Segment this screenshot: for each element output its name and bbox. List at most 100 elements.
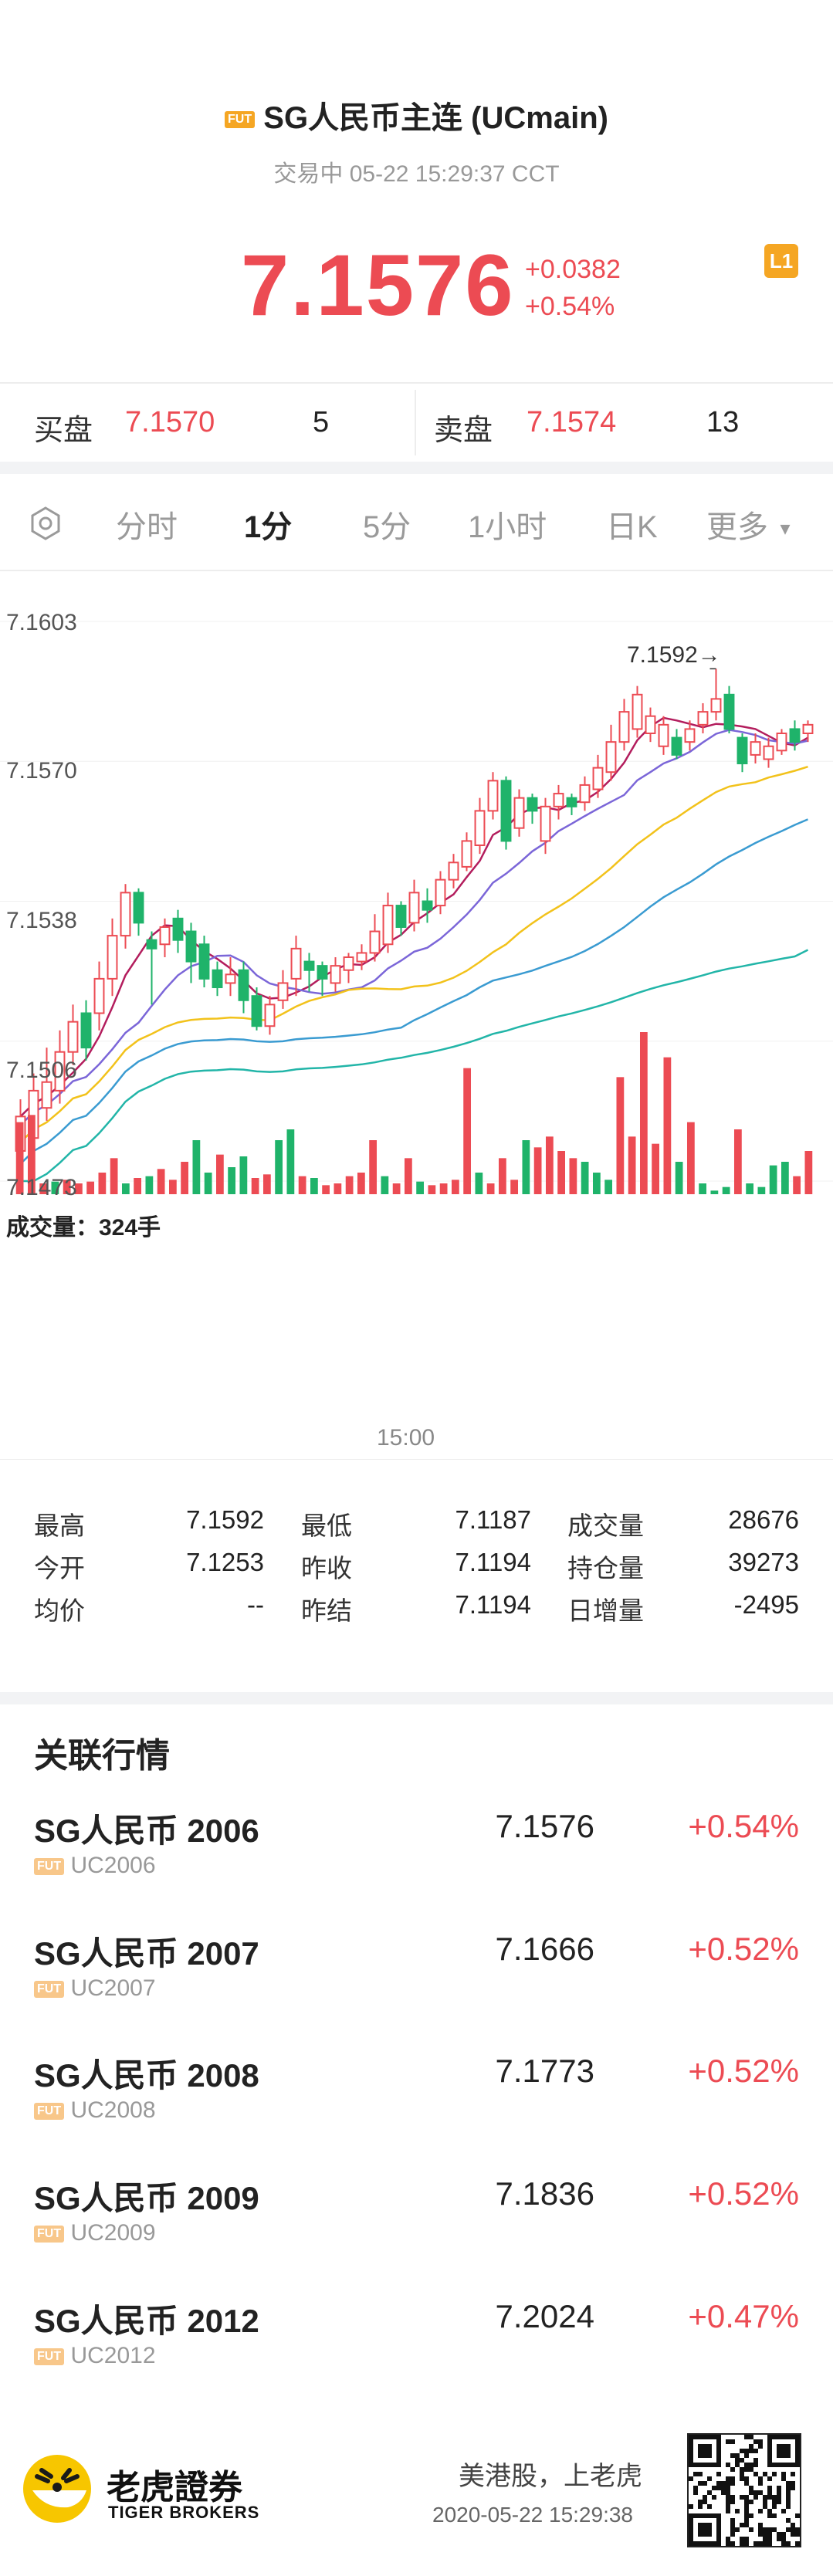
qr-module: [716, 2472, 721, 2476]
fut-badge: FUT: [34, 1858, 65, 1876]
time-axis-label: 15:00: [377, 1425, 435, 1450]
last-price: 7.1576: [241, 237, 515, 333]
candle-body: [592, 767, 604, 790]
candle-body: [697, 711, 709, 726]
tab-1hour[interactable]: 1小时: [468, 510, 547, 544]
volume-bar: [652, 1143, 660, 1194]
qr-module: [767, 2490, 772, 2495]
volume-bar: [781, 1162, 789, 1194]
tab-intraday[interactable]: 分时: [116, 510, 178, 544]
stat-low: 7.1187: [455, 1505, 531, 1534]
y-tick-0: 7.1603: [6, 610, 77, 635]
candle-body: [750, 741, 761, 756]
tab-more[interactable]: 更多 ▼: [706, 502, 794, 547]
qr-module: [753, 2490, 758, 2495]
qr-module: [744, 2504, 749, 2509]
high-marker-value: 7.1592: [627, 642, 698, 668]
candle-body: [474, 810, 486, 846]
qr-finder: [777, 2444, 791, 2458]
related-item[interactable]: SG人民币 2009 FUT UC2009 7.1836 +0.52%: [0, 2166, 833, 2259]
qr-module: [735, 2458, 740, 2463]
candle-body: [579, 784, 591, 804]
stat-prev-settle: 7.1194: [455, 1590, 531, 1619]
volume-bar: [286, 1129, 295, 1194]
volume-bar: [322, 1185, 330, 1194]
order-book-divider: [415, 390, 416, 455]
qr-module: [749, 2500, 753, 2504]
candle-body: [395, 905, 407, 928]
volume-bar: [392, 1183, 401, 1194]
qr-module: [763, 2472, 767, 2476]
y-tick-4: 7.1473: [6, 1175, 77, 1200]
related-change: +0.52%: [688, 1931, 799, 1967]
candle-body: [277, 982, 289, 1001]
qr-module: [735, 2453, 740, 2458]
candle-body: [618, 711, 630, 743]
candle-body: [408, 892, 420, 924]
qr-module: [767, 2537, 772, 2541]
volume-bar: [215, 1154, 224, 1194]
candlestick-chart[interactable]: [0, 587, 833, 1197]
volume-bar: [533, 1147, 542, 1194]
qr-module: [781, 2472, 786, 2476]
qr-module: [726, 2541, 730, 2546]
volume-bar: [157, 1169, 165, 1194]
qr-module: [689, 2504, 693, 2509]
level1-label: L1: [769, 249, 794, 272]
qr-module: [795, 2541, 800, 2546]
tab-1min[interactable]: 1分: [244, 510, 293, 544]
qr-module: [703, 2481, 707, 2486]
candle-body: [41, 1081, 52, 1109]
volume-bar: [192, 1140, 201, 1194]
volume-bar: [369, 1140, 378, 1194]
settings-icon[interactable]: [28, 506, 63, 541]
volume-bar: [639, 1032, 648, 1194]
qr-module: [753, 2541, 758, 2546]
volume-bar: [663, 1057, 672, 1194]
qr-module: [730, 2532, 735, 2537]
ask-size: 13: [706, 406, 740, 438]
qr-module: [758, 2490, 763, 2495]
related-item[interactable]: SG人民币 2008 FUT UC2008 7.1773 +0.52%: [0, 2043, 833, 2136]
ma-line-30: [19, 818, 808, 1165]
qr-module: [698, 2504, 703, 2509]
volume-bar: [262, 1174, 271, 1194]
qr-module: [744, 2453, 749, 2458]
qr-module: [763, 2537, 767, 2541]
volume-bar: [569, 1158, 577, 1194]
candle-body: [527, 797, 538, 812]
ma-line-20: [19, 766, 808, 1143]
volume-bar: [121, 1183, 130, 1194]
qr-module: [763, 2500, 767, 2504]
divider: [0, 382, 833, 384]
related-price: 7.1773: [495, 2053, 594, 2089]
qr-module: [749, 2444, 753, 2449]
qr-module: [740, 2495, 744, 2500]
tab-5min[interactable]: 5分: [363, 510, 411, 544]
qr-module: [786, 2541, 791, 2546]
ma-line-60: [20, 949, 809, 1183]
candle-body: [658, 723, 669, 747]
candle-body: [671, 736, 682, 756]
qr-module: [767, 2527, 772, 2532]
volume-bar: [381, 1176, 389, 1194]
qr-module: [772, 2527, 777, 2532]
level1-icon[interactable]: L1: [764, 244, 798, 278]
qr-module: [740, 2472, 744, 2476]
candle-body: [632, 693, 643, 730]
tiger-logo-icon: [22, 2453, 93, 2524]
qr-module: [744, 2509, 749, 2513]
candle-body: [802, 723, 814, 735]
related-item[interactable]: SG人民币 2006 FUT UC2006 7.1576 +0.54%: [0, 1799, 833, 1891]
related-change: +0.54%: [688, 1808, 799, 1844]
qr-module: [767, 2476, 772, 2481]
volume-bar: [404, 1158, 412, 1194]
qr-module: [726, 2537, 730, 2541]
candle-body: [198, 943, 210, 980]
volume-bar: [498, 1158, 506, 1194]
qr-module: [767, 2486, 772, 2490]
related-item[interactable]: SG人民币 2007 FUT UC2007 7.1666 +0.52%: [0, 1921, 833, 2014]
tab-daily[interactable]: 日K: [606, 510, 658, 544]
related-item[interactable]: SG人民币 2012 FUT UC2012 7.2024 +0.47%: [0, 2289, 833, 2381]
volume-bar: [15, 1122, 24, 1194]
